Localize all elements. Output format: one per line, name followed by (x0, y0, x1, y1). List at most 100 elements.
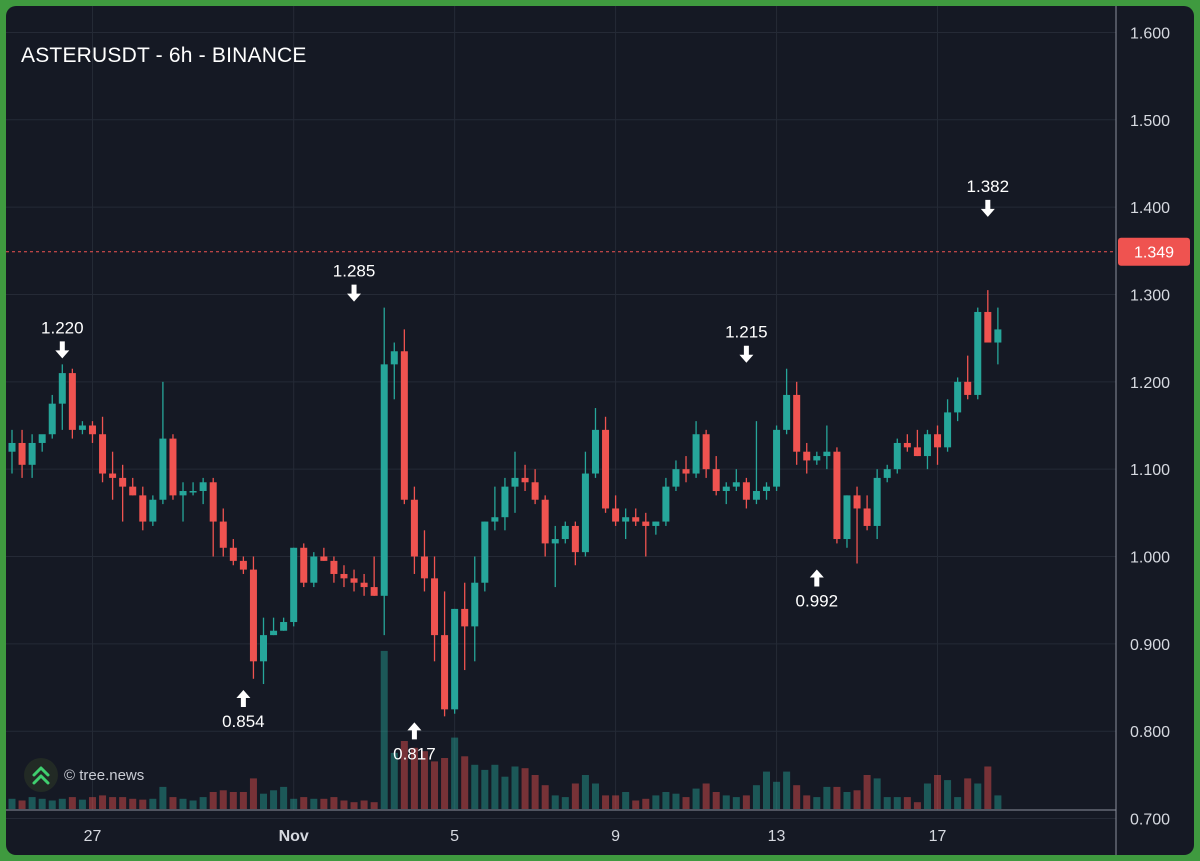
volume-bar (853, 790, 861, 809)
candle-body (722, 486, 730, 492)
candle (219, 508, 227, 557)
volume-bar (320, 798, 328, 809)
candle (682, 456, 690, 483)
candle (199, 477, 207, 505)
candle (78, 421, 86, 435)
candle-body (119, 477, 127, 487)
candle-body (229, 547, 237, 561)
volume-bar (88, 797, 96, 809)
candle-body (833, 451, 841, 540)
candle (431, 556, 439, 662)
arrow-down-icon (980, 199, 995, 217)
volume-bar (119, 797, 127, 809)
candle-body (793, 394, 801, 452)
low-annotation: 0.854 (222, 690, 265, 731)
volume-bar (400, 741, 408, 809)
annotation-label: 1.215 (725, 323, 768, 342)
candle-body (813, 456, 821, 461)
volume-bar (682, 797, 690, 809)
candle-body (883, 469, 891, 478)
candle-body (742, 482, 750, 500)
candle (18, 429, 26, 478)
candle-body (803, 451, 811, 461)
candle-body (400, 351, 408, 500)
candle (873, 469, 881, 540)
volume-bar (662, 792, 670, 809)
candle-body (652, 521, 660, 526)
candle (491, 486, 499, 531)
candle (169, 434, 177, 500)
candle-body (300, 547, 308, 583)
x-tick-label: 5 (450, 828, 459, 845)
candle-body (581, 473, 589, 553)
candle (28, 434, 36, 478)
candle (390, 342, 398, 400)
y-tick-label: 1.500 (1130, 113, 1170, 130)
volume-bar (189, 800, 197, 809)
candle (984, 290, 992, 343)
x-tick-label: Nov (279, 828, 309, 845)
candle-body (249, 569, 257, 662)
candle-body (994, 329, 1002, 343)
y-tick-label: 1.400 (1130, 200, 1170, 217)
volume-bar (48, 800, 56, 809)
candle-body (88, 425, 96, 435)
candle (702, 429, 710, 478)
candle-body (451, 608, 459, 710)
candle-body (672, 469, 680, 487)
candle (964, 355, 972, 400)
candle-body (58, 373, 66, 404)
candle-body (702, 434, 710, 470)
candle (541, 495, 549, 557)
volume-bar (581, 775, 589, 809)
candle-body (28, 442, 36, 465)
volume-bar (642, 798, 650, 809)
candle-body (380, 364, 388, 596)
annotation-label: 0.817 (393, 744, 436, 763)
volume-bar (78, 799, 86, 809)
candle-body (481, 521, 489, 583)
candle-body (491, 517, 499, 522)
double-chevron-up-icon (24, 758, 58, 792)
candle (119, 464, 127, 522)
candle-body (853, 495, 861, 509)
candle-body (239, 560, 247, 570)
candle (652, 521, 660, 535)
volume-bar (441, 758, 449, 809)
candle (994, 307, 1002, 365)
volume-bar (68, 797, 76, 809)
x-tick-label: 13 (768, 828, 786, 845)
arrow-up-icon (407, 722, 422, 740)
candle (752, 421, 760, 505)
volume-bar (370, 802, 378, 809)
volume-bar (974, 783, 982, 809)
volume-bar (179, 798, 187, 809)
y-tick-label: 0.900 (1130, 637, 1170, 654)
candle-body (159, 438, 167, 500)
volume-bar (883, 797, 891, 809)
volume-bar (109, 797, 117, 809)
volume-bar (531, 775, 539, 809)
candle (923, 429, 931, 470)
y-tick-label: 1.200 (1130, 375, 1170, 392)
candle-body (923, 434, 931, 457)
candle (813, 451, 821, 465)
volume-bar (310, 798, 318, 809)
candle (934, 425, 942, 465)
volume-bar (823, 786, 831, 809)
candle (883, 464, 891, 483)
x-tick-label: 27 (84, 828, 102, 845)
volume-bar (451, 737, 459, 809)
candle (672, 460, 680, 492)
candle (280, 617, 288, 631)
volume-bar (954, 797, 962, 809)
candle-body (531, 482, 539, 500)
volume-bar (521, 768, 529, 809)
volume-bar (260, 793, 267, 809)
candle-body (330, 560, 338, 574)
candle (913, 429, 921, 457)
candle (249, 556, 257, 679)
volume-bar (280, 786, 288, 809)
candlestick-chart[interactable]: 1.349 1.220 0.854 1.285 0.817 1.215 0.992 1.38… (6, 6, 1194, 855)
volume-bar (149, 798, 157, 809)
